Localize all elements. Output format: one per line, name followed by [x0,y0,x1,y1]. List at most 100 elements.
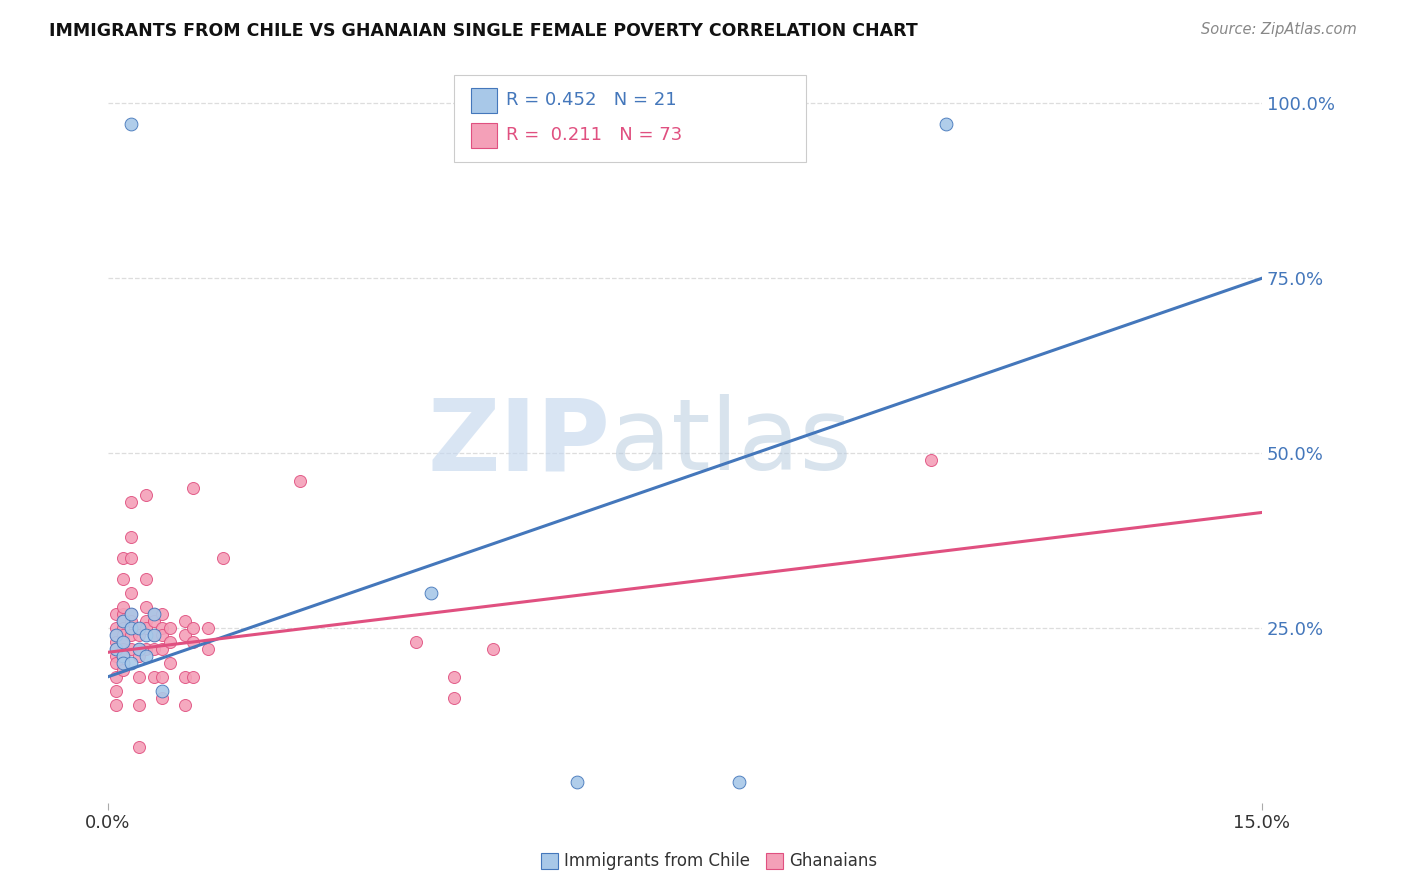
Point [481,641,503,656]
Text: Source: ZipAtlas.com: Source: ZipAtlas.com [1201,22,1357,37]
Point [135,628,157,642]
Point [197,641,219,656]
Point [128,648,150,663]
Point [143,614,166,628]
Point [120,614,142,628]
Point [112,648,135,663]
Point [104,635,127,649]
Point [128,641,150,656]
Point [104,641,127,656]
Text: ZIP: ZIP [427,394,610,491]
Point [104,656,127,670]
Point [120,607,142,621]
Point [159,621,181,635]
Text: Ghanaians: Ghanaians [789,852,877,870]
Point [135,488,157,502]
Point [120,586,142,600]
Point [128,621,150,635]
Point [112,663,135,677]
Point [150,670,173,684]
Point [104,628,127,642]
Point [443,670,465,684]
Point [104,641,127,656]
Point [443,690,465,705]
Point [181,481,204,495]
Point [112,599,135,614]
Point [143,628,166,642]
Point [112,648,135,663]
Point [181,635,204,649]
Point [120,607,142,621]
Point [181,621,204,635]
Text: R =  0.211   N = 73: R = 0.211 N = 73 [506,127,682,145]
Point [120,495,142,509]
Point [112,641,135,656]
Point [135,621,157,635]
Point [135,648,157,663]
Point [128,698,150,712]
Point [112,550,135,565]
Point [143,641,166,656]
Point [112,635,135,649]
Point [135,641,157,656]
Point [290,474,312,488]
Point [197,621,219,635]
Text: atlas: atlas [610,394,852,491]
Point [128,739,150,754]
Point [159,656,181,670]
Point [104,628,127,642]
Point [104,607,127,621]
Point [120,550,142,565]
Point [212,550,235,565]
Point [104,621,127,635]
Point [567,774,589,789]
Point [150,690,173,705]
Point [727,774,749,789]
Point [120,628,142,642]
Bar [471,123,496,148]
Point [159,635,181,649]
Point [104,698,127,712]
Point [120,530,142,544]
Point [112,656,135,670]
Point [150,607,173,621]
Point [174,670,197,684]
Point [135,614,157,628]
Point [120,118,142,132]
Point [120,641,142,656]
Point [143,670,166,684]
Point [143,607,166,621]
Point [112,607,135,621]
Point [135,572,157,586]
Point [143,607,166,621]
Point [104,683,127,698]
Point [150,641,173,656]
Text: R = 0.452   N = 21: R = 0.452 N = 21 [506,91,676,109]
Point [420,586,443,600]
FancyBboxPatch shape [454,75,806,161]
Point [174,698,197,712]
Point [104,670,127,684]
Point [128,621,150,635]
Point [150,628,173,642]
Point [143,628,166,642]
Point [150,621,173,635]
Point [112,621,135,635]
Text: IMMIGRANTS FROM CHILE VS GHANAIAN SINGLE FEMALE POVERTY CORRELATION CHART: IMMIGRANTS FROM CHILE VS GHANAIAN SINGLE… [49,22,918,40]
Point [935,118,957,132]
Point [112,572,135,586]
Point [405,635,427,649]
Point [120,621,142,635]
Bar [471,87,496,112]
Point [181,670,204,684]
Text: Immigrants from Chile: Immigrants from Chile [564,852,749,870]
Point [112,628,135,642]
Point [920,453,942,467]
Point [112,614,135,628]
Point [112,635,135,649]
Point [174,628,197,642]
Point [112,614,135,628]
Point [120,656,142,670]
Point [104,648,127,663]
Point [128,670,150,684]
